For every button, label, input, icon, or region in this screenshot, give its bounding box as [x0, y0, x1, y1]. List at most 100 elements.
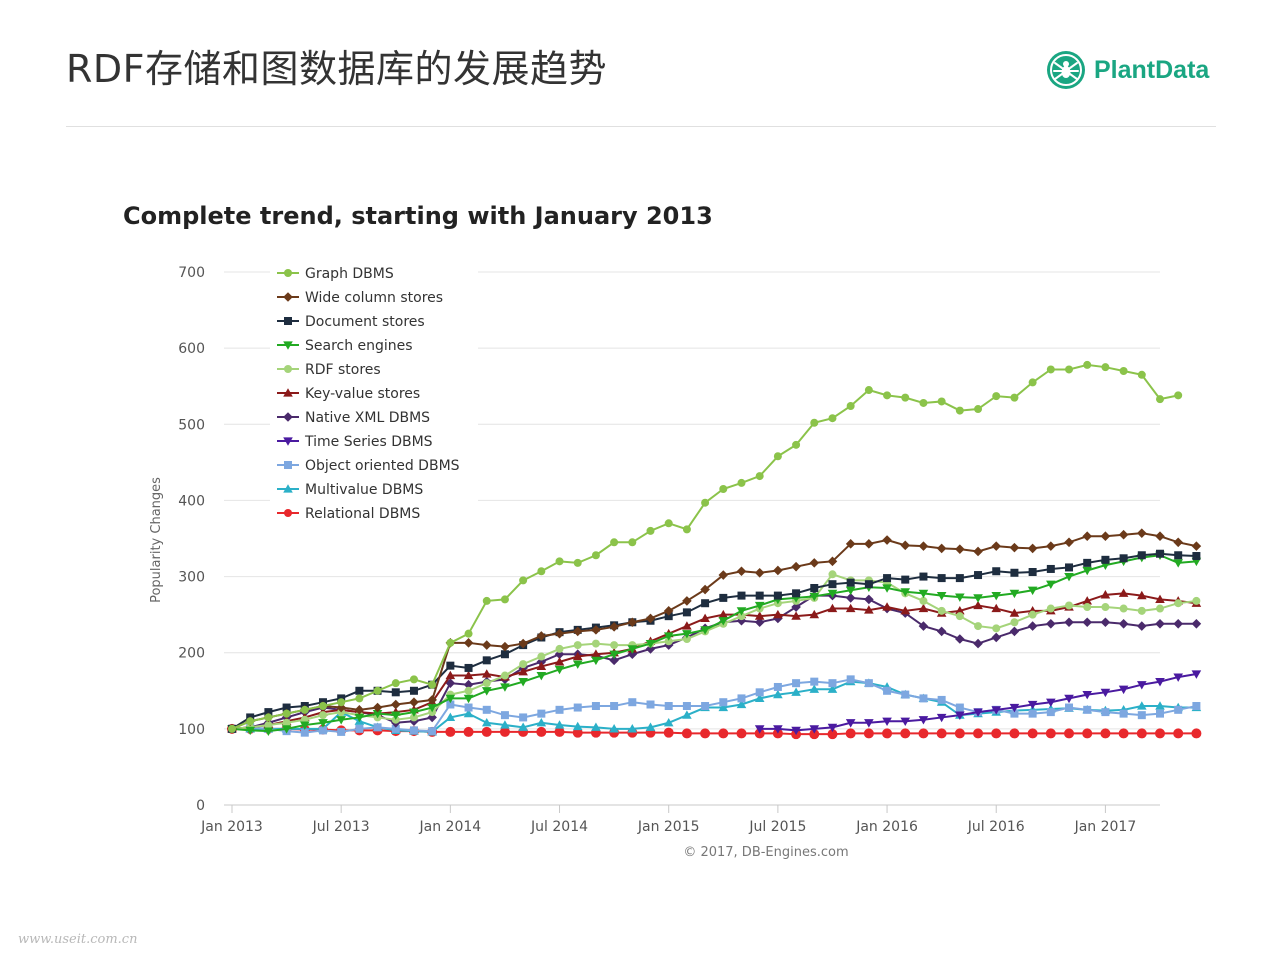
data-point	[682, 702, 691, 711]
data-point	[1192, 702, 1201, 711]
data-point	[936, 626, 947, 637]
data-point	[863, 728, 874, 739]
data-point	[845, 603, 856, 613]
x-axis-ticks: Jan 2013 Jul 2013 Jan 2014 Jul 2014 Jan 2015…	[200, 805, 1136, 835]
legend-marker	[284, 269, 292, 277]
data-point	[900, 717, 911, 727]
data-point	[810, 418, 819, 427]
data-point	[1046, 604, 1055, 613]
data-point	[264, 708, 273, 717]
data-point	[918, 603, 929, 613]
legend-label: Multivalue DBMS	[305, 482, 423, 498]
data-point	[955, 711, 965, 720]
data-point	[1137, 528, 1147, 538]
data-point	[883, 574, 892, 583]
data-point	[482, 705, 491, 714]
data-point	[864, 605, 874, 614]
data-point	[1191, 618, 1202, 629]
data-point	[1046, 618, 1056, 629]
data-point	[1155, 618, 1165, 629]
data-point	[519, 576, 528, 585]
data-point	[737, 694, 746, 703]
data-point	[610, 702, 619, 711]
data-point	[482, 679, 491, 688]
data-point	[1065, 563, 1074, 572]
chart-title: Complete trend, starting with January 20…	[123, 202, 713, 230]
data-point	[937, 606, 946, 615]
data-point	[555, 557, 564, 566]
data-point	[973, 546, 983, 557]
data-point	[809, 725, 820, 734]
logo-text: PlantData	[1094, 55, 1210, 84]
data-point	[719, 593, 728, 602]
data-point	[955, 606, 965, 615]
legend-item: RDF stores	[277, 362, 381, 378]
data-point	[791, 561, 801, 572]
data-point	[1156, 604, 1164, 613]
data-point	[1173, 728, 1184, 739]
data-point	[391, 679, 400, 688]
data-point	[992, 567, 1001, 576]
legend-background	[270, 260, 478, 528]
legend-marker	[284, 317, 292, 325]
data-point	[973, 708, 983, 717]
legend-marker	[283, 388, 293, 397]
data-point	[754, 601, 765, 611]
x-tick-label: Jul 2015	[748, 819, 806, 835]
data-point	[536, 631, 547, 641]
data-point	[955, 593, 965, 602]
data-point	[591, 656, 601, 666]
data-point	[1082, 596, 1093, 605]
data-point	[372, 702, 383, 713]
data-point	[936, 543, 947, 554]
data-point	[1191, 670, 1202, 679]
data-point	[682, 525, 691, 534]
data-point	[955, 406, 964, 415]
data-point	[1174, 391, 1183, 400]
data-point	[390, 711, 401, 720]
legend-label: Time Series DBMS	[304, 434, 433, 450]
data-point	[591, 649, 601, 658]
data-point	[481, 687, 492, 696]
data-point	[991, 706, 1002, 715]
data-point	[1027, 586, 1038, 596]
data-point	[463, 694, 474, 704]
data-point	[554, 726, 565, 737]
data-point	[1082, 566, 1093, 576]
data-point	[846, 578, 855, 587]
data-point	[718, 617, 729, 626]
data-point	[974, 622, 983, 631]
data-point	[228, 724, 236, 733]
data-point	[1119, 554, 1128, 563]
data-point	[882, 602, 892, 611]
data-point	[1100, 688, 1111, 698]
data-point	[1100, 617, 1111, 628]
y-tick-label: 500	[178, 417, 205, 433]
data-point	[481, 669, 492, 678]
data-point	[773, 609, 783, 619]
data-point	[373, 686, 382, 695]
data-point	[792, 440, 801, 449]
data-point	[919, 694, 928, 703]
legend-marker	[283, 292, 293, 302]
data-point	[1065, 365, 1074, 374]
legend-item: Object oriented DBMS	[277, 458, 460, 474]
data-point	[664, 519, 673, 528]
data-point	[1010, 393, 1019, 402]
data-point	[409, 708, 419, 717]
data-point	[482, 596, 491, 605]
data-point	[1173, 673, 1183, 682]
data-point	[883, 686, 892, 695]
data-point	[445, 670, 456, 680]
data-point	[809, 684, 820, 693]
data-point	[1046, 541, 1056, 551]
data-point	[827, 556, 838, 567]
data-point	[1046, 698, 1056, 708]
x-tick-label: Jan 2015	[637, 819, 700, 835]
data-point	[536, 726, 547, 737]
data-point	[1137, 621, 1147, 631]
data-point	[591, 722, 601, 731]
data-point	[264, 721, 273, 730]
data-point	[1137, 370, 1146, 379]
data-point	[864, 594, 874, 605]
